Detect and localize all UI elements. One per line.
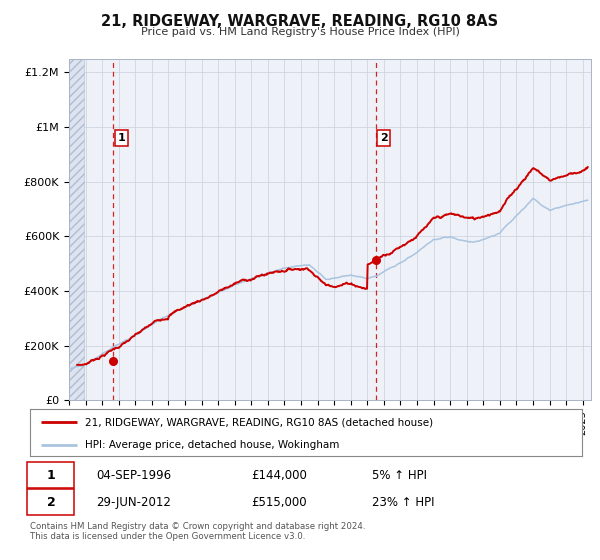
FancyBboxPatch shape bbox=[27, 489, 74, 515]
Text: £515,000: £515,000 bbox=[251, 496, 307, 508]
Text: 29-JUN-2012: 29-JUN-2012 bbox=[96, 496, 171, 508]
Text: 23% ↑ HPI: 23% ↑ HPI bbox=[372, 496, 435, 508]
Text: HPI: Average price, detached house, Wokingham: HPI: Average price, detached house, Woki… bbox=[85, 440, 340, 450]
Text: 1: 1 bbox=[47, 469, 55, 482]
Text: 21, RIDGEWAY, WARGRAVE, READING, RG10 8AS: 21, RIDGEWAY, WARGRAVE, READING, RG10 8A… bbox=[101, 14, 499, 29]
Text: 04-SEP-1996: 04-SEP-1996 bbox=[96, 469, 172, 482]
Text: Contains HM Land Registry data © Crown copyright and database right 2024.: Contains HM Land Registry data © Crown c… bbox=[30, 522, 365, 531]
Text: 1: 1 bbox=[118, 133, 125, 143]
Text: 2: 2 bbox=[380, 133, 388, 143]
Text: Price paid vs. HM Land Registry's House Price Index (HPI): Price paid vs. HM Land Registry's House … bbox=[140, 27, 460, 37]
FancyBboxPatch shape bbox=[27, 462, 74, 488]
Bar bbox=[69, 59, 84, 400]
Text: 21, RIDGEWAY, WARGRAVE, READING, RG10 8AS (detached house): 21, RIDGEWAY, WARGRAVE, READING, RG10 8A… bbox=[85, 417, 433, 427]
Text: 5% ↑ HPI: 5% ↑ HPI bbox=[372, 469, 427, 482]
Text: 2: 2 bbox=[47, 496, 55, 508]
Text: £144,000: £144,000 bbox=[251, 469, 307, 482]
Text: This data is licensed under the Open Government Licence v3.0.: This data is licensed under the Open Gov… bbox=[30, 532, 305, 541]
